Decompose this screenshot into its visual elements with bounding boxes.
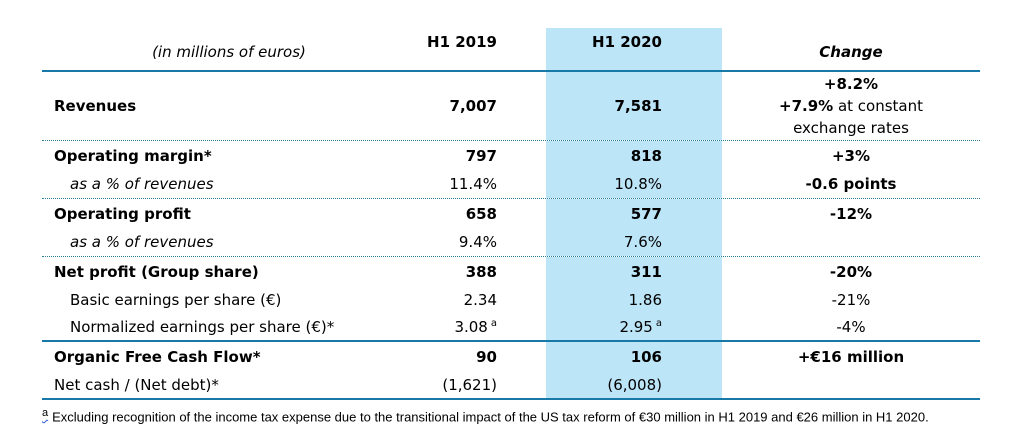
table-row-margin-pct: as a % of revenues 11.4% 10.8% -0.6 poin… (42, 170, 980, 199)
table-header-row: (in millions of euros) H1 2019 H1 2020 C… (42, 28, 980, 72)
value-2019: 90 (476, 348, 497, 366)
change-value: -21% (831, 291, 871, 309)
table-row-net-profit: Net profit (Group share) 388 311 -20% (42, 257, 980, 286)
column-header-change: Change (819, 43, 883, 61)
change-value: +€16 million (797, 348, 905, 366)
value-2020: 106 (546, 342, 722, 372)
table-row-revenues: Revenues 7,007 7,581 +8.2% +7.9% at cons… (42, 72, 980, 141)
row-label: Basic earnings per share (€) (70, 291, 282, 309)
value-2019: 11.4% (449, 175, 497, 193)
value-2019: 3.08 a (454, 318, 497, 336)
row-label: Revenues (54, 97, 137, 115)
table-row-normalized-eps: Normalized earnings per share (€)* 3.08 a… (42, 314, 980, 342)
footnote-marker-sup: a (655, 318, 662, 329)
footnote-marker-sup: a (490, 318, 497, 329)
value-2020: 7.6% (546, 228, 722, 256)
table-row-operating-margin: Operating margin* 797 818 +3% (42, 141, 980, 170)
change-value: -12% (829, 204, 873, 223)
value-2019: 2.34 (463, 291, 497, 309)
change-value: -0.6 points (805, 175, 897, 193)
table-row-profit-pct: as a % of revenues 9.4% 7.6% (42, 228, 980, 257)
table-row-organic-fcf: Organic Free Cash Flow* 90 106 +€16 mill… (42, 342, 980, 372)
value-2020: (6,008) (546, 372, 722, 398)
value-2020: 577 (546, 199, 722, 228)
row-label: Operating margin* (54, 146, 212, 165)
value-2020: 10.8% (546, 170, 722, 198)
row-label: Net profit (Group share) (54, 262, 259, 281)
change-line1: +8.2% (823, 75, 879, 93)
value-2019: 7,007 (449, 97, 497, 115)
footnote-text: Excluding recognition of the income tax … (52, 409, 929, 425)
change-value: +8.2% +7.9% at constant exchange rates (722, 73, 980, 139)
value-2020: 1.86 (546, 286, 722, 314)
column-header-h1-2020-highlighted: H1 2020 (546, 28, 722, 70)
change-line3: exchange rates (793, 119, 909, 137)
table-row-net-cash: Net cash / (Net debt)* (1,621) (6,008) (42, 372, 980, 400)
value-2020: 2.95 a (546, 314, 722, 340)
table-row-basic-eps: Basic earnings per share (€) 2.34 1.86 -… (42, 286, 980, 314)
change-line2-bold: +7.9% (779, 97, 834, 115)
value-2020: 7,581 (546, 72, 722, 140)
change-value: -20% (829, 262, 873, 281)
footnote: a Excluding recognition of the income tax… (42, 403, 972, 427)
value-2019: 9.4% (458, 233, 497, 251)
value-2019: 658 (465, 204, 497, 223)
value-2020: 311 (546, 257, 722, 286)
footnote-marker: a (42, 407, 49, 419)
change-value: +3% (831, 146, 871, 165)
column-gap (504, 28, 546, 70)
table-row-operating-profit: Operating profit 658 577 -12% (42, 199, 980, 228)
row-label: as a % of revenues (70, 175, 214, 193)
change-value: -4% (836, 318, 866, 336)
value-2020: 818 (546, 141, 722, 170)
row-label: as a % of revenues (70, 233, 214, 251)
row-label: Normalized earnings per share (€)* (70, 318, 335, 336)
row-label: Organic Free Cash Flow* (54, 348, 261, 366)
row-label: Operating profit (54, 204, 191, 223)
change-line2-rest: at constant (833, 97, 923, 115)
financial-results-table: (in millions of euros) H1 2019 H1 2020 C… (42, 28, 980, 400)
column-header-h1-2020-label: H1 2020 (592, 33, 662, 51)
value-2019: 797 (465, 146, 497, 165)
value-2019: 388 (465, 262, 497, 281)
column-header-h1-2019: H1 2019 (427, 33, 497, 51)
row-label: Net cash / (Net debt)* (54, 376, 219, 394)
unit-label: (in millions of euros) (152, 43, 306, 61)
value-2019: (1,621) (442, 376, 497, 394)
